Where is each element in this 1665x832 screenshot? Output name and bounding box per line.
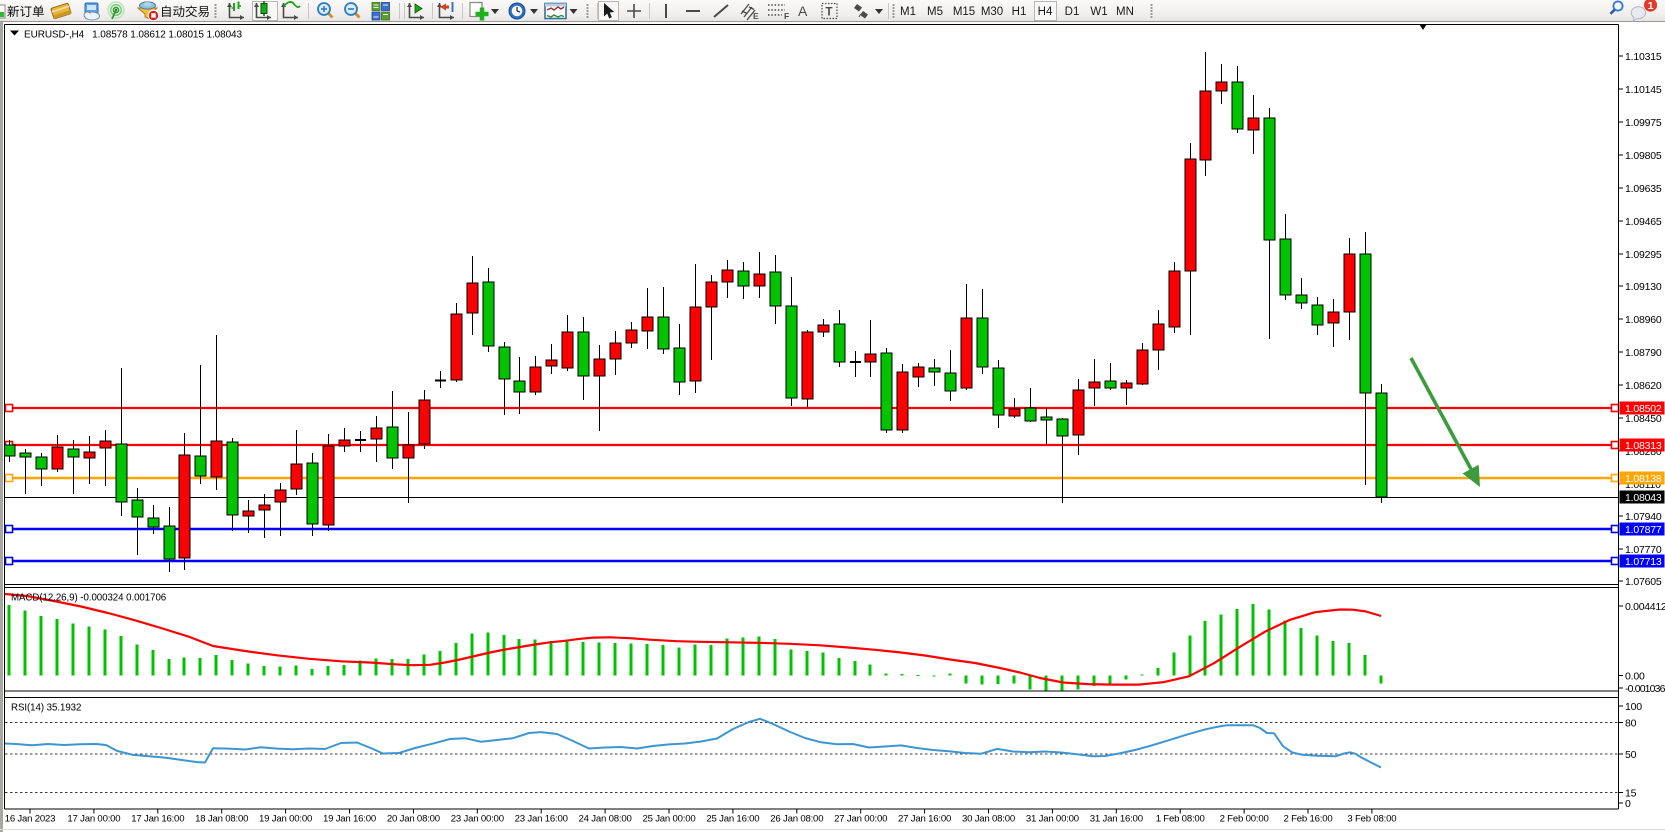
svg-text:EURUSD-,H4 1.08578 1.08612 1: EURUSD-,H4 1.08578 1.08612 1.08015 1.080… [24,30,243,41]
svg-text:27 Jan 16:00: 27 Jan 16:00 [898,814,951,825]
svg-text:1.09465: 1.09465 [1625,216,1662,228]
svg-text:24 Jan 08:00: 24 Jan 08:00 [579,814,632,825]
svg-text:1.09635: 1.09635 [1625,183,1662,195]
svg-text:1.08960: 1.08960 [1625,314,1662,326]
svg-text:3 Feb 08:00: 3 Feb 08:00 [1347,814,1396,825]
svg-text:100: 100 [1625,701,1642,713]
svg-text:1.08790: 1.08790 [1625,347,1662,359]
svg-text:MACD(12,26,9) -0.000324 0.0017: MACD(12,26,9) -0.000324 0.001706 [11,593,166,604]
svg-text:19 Jan 00:00: 19 Jan 00:00 [259,814,312,825]
svg-text:1.07940: 1.07940 [1625,511,1662,523]
svg-text:A: A [798,3,808,19]
svg-text:2 Feb 00:00: 2 Feb 00:00 [1220,814,1269,825]
svg-text:1.08502: 1.08502 [1625,403,1662,415]
svg-text:D1: D1 [1065,6,1080,18]
svg-text:H4: H4 [1038,6,1053,18]
svg-text:17 Jan 16:00: 17 Jan 16:00 [131,814,184,825]
svg-text:1.08450: 1.08450 [1625,413,1662,425]
svg-text:17 Jan 00:00: 17 Jan 00:00 [67,814,120,825]
svg-text:23 Jan 16:00: 23 Jan 16:00 [515,814,568,825]
svg-text:31 Jan 00:00: 31 Jan 00:00 [1026,814,1079,825]
svg-text:18 Jan 08:00: 18 Jan 08:00 [195,814,248,825]
svg-text:1.09295: 1.09295 [1625,249,1662,261]
svg-text:50: 50 [1625,749,1637,761]
svg-text:RSI(14) 35.1932: RSI(14) 35.1932 [11,703,81,714]
svg-text:1.09975: 1.09975 [1625,117,1662,129]
svg-text:1.08313: 1.08313 [1625,440,1662,452]
svg-text:27 Jan 00:00: 27 Jan 00:00 [834,814,887,825]
svg-text:15: 15 [1625,787,1637,799]
svg-text:-0.001036: -0.001036 [1625,683,1665,695]
svg-text:1: 1 [1648,0,1654,12]
svg-text:25 Jan 00:00: 25 Jan 00:00 [642,814,695,825]
svg-text:25 Jan 16:00: 25 Jan 16:00 [706,814,759,825]
svg-text:M15: M15 [953,6,975,18]
svg-text:30 Jan 08:00: 30 Jan 08:00 [962,814,1015,825]
svg-text:1.09805: 1.09805 [1625,150,1662,162]
svg-text:M30: M30 [981,6,1003,18]
svg-text:E: E [753,11,759,21]
svg-text:1.07877: 1.07877 [1625,524,1662,536]
svg-text:2 Feb 16:00: 2 Feb 16:00 [1283,814,1332,825]
svg-text:0: 0 [1625,798,1631,810]
svg-text:1 Feb 08:00: 1 Feb 08:00 [1156,814,1205,825]
svg-text:0.00: 0.00 [1625,670,1645,682]
svg-text:T: T [826,7,833,19]
svg-text:1.10315: 1.10315 [1625,51,1662,63]
svg-text:31 Jan 16:00: 31 Jan 16:00 [1090,814,1143,825]
svg-text:F: F [784,11,789,21]
svg-text:23 Jan 00:00: 23 Jan 00:00 [451,814,504,825]
svg-text:19 Jan 16:00: 19 Jan 16:00 [323,814,376,825]
svg-text:20 Jan 08:00: 20 Jan 08:00 [387,814,440,825]
svg-text:1.08043: 1.08043 [1625,492,1662,504]
svg-text:1.07770: 1.07770 [1625,544,1662,556]
svg-text:M5: M5 [927,6,943,18]
svg-text:1.07713: 1.07713 [1625,556,1662,568]
svg-text:1.07605: 1.07605 [1625,576,1662,588]
svg-text:1.10145: 1.10145 [1625,84,1662,96]
svg-text:0.004412: 0.004412 [1625,601,1665,613]
svg-text:1.08620: 1.08620 [1625,380,1662,392]
svg-text:80: 80 [1625,717,1637,729]
svg-text:1.08138: 1.08138 [1625,473,1662,485]
svg-text:H1: H1 [1012,6,1027,18]
svg-text:M1: M1 [900,6,916,18]
svg-text:MN: MN [1116,6,1134,18]
svg-text:1.09130: 1.09130 [1625,281,1662,293]
svg-text:26 Jan 08:00: 26 Jan 08:00 [770,814,823,825]
svg-text:16 Jan 2023: 16 Jan 2023 [5,814,56,825]
svg-text:W1: W1 [1090,6,1107,18]
